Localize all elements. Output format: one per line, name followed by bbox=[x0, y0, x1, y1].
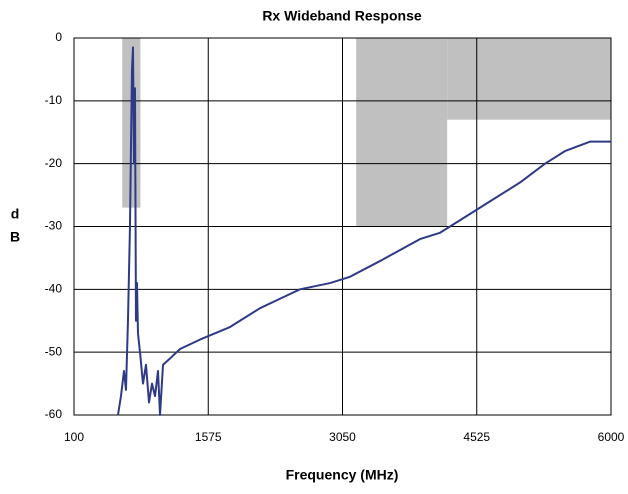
x-tick-label: 3050 bbox=[329, 430, 356, 444]
y-tick-label: -30 bbox=[45, 219, 63, 233]
y-tick-label: -20 bbox=[45, 156, 63, 170]
y-tick-label: -60 bbox=[45, 407, 63, 421]
plot-border bbox=[73, 37, 612, 416]
x-tick-label: 6000 bbox=[598, 430, 625, 444]
y-tick-label: -40 bbox=[45, 282, 63, 296]
mask-region bbox=[356, 38, 448, 227]
mask-region bbox=[447, 38, 611, 120]
y-tick-label: -10 bbox=[45, 93, 63, 107]
chart-title: Rx Wideband Response bbox=[262, 8, 422, 24]
y-tick-label: 0 bbox=[55, 30, 62, 44]
x-tick-label: 4525 bbox=[463, 430, 490, 444]
x-tick-label: 1575 bbox=[195, 430, 222, 444]
y-tick-label: -50 bbox=[45, 344, 63, 358]
x-tick-label: 100 bbox=[64, 430, 84, 444]
y-axis-label: B bbox=[10, 229, 20, 245]
series-line bbox=[116, 46, 611, 416]
x-axis-label: Frequency (MHz) bbox=[286, 467, 399, 483]
y-axis-label: d bbox=[11, 206, 20, 222]
